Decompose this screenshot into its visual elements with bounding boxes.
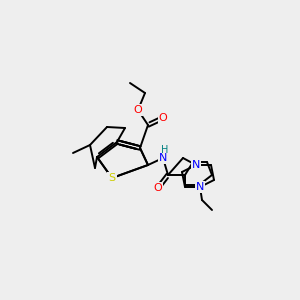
Text: S: S	[108, 173, 116, 183]
Text: O: O	[154, 183, 162, 193]
Text: O: O	[134, 105, 142, 115]
Text: N: N	[196, 182, 204, 192]
Text: H: H	[161, 145, 169, 155]
Text: O: O	[159, 113, 167, 123]
Text: N: N	[192, 160, 200, 170]
Text: N: N	[159, 153, 167, 163]
